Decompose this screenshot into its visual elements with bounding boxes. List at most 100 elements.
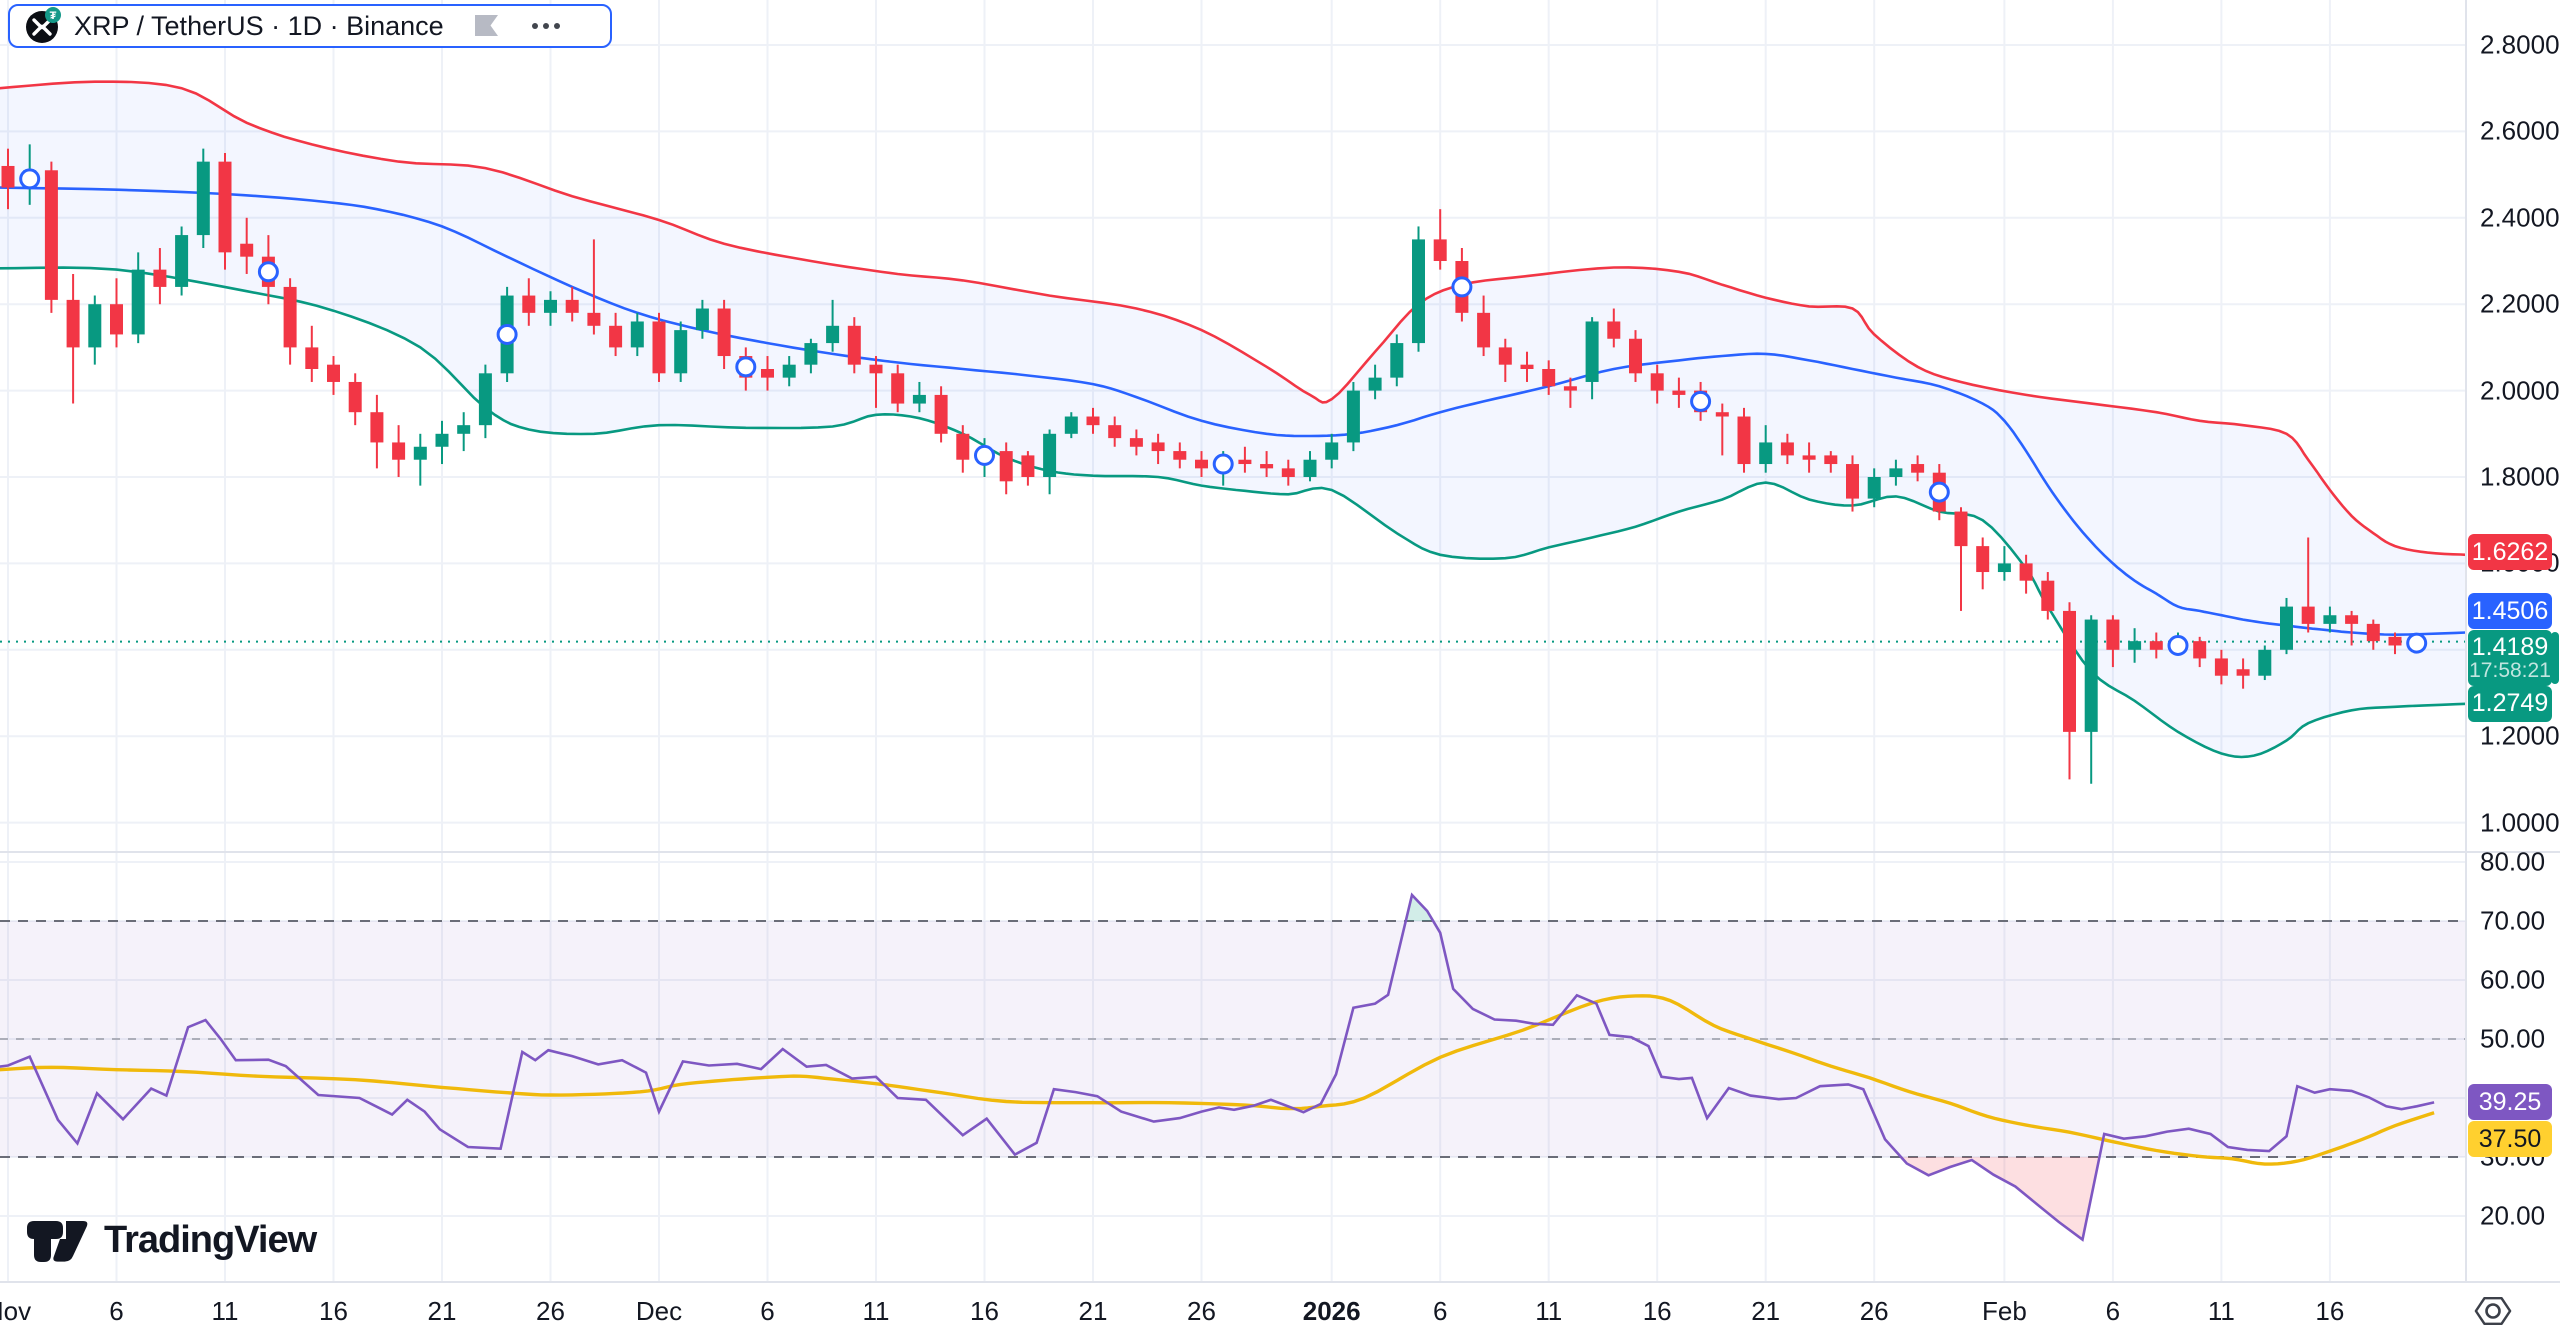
candle[interactable]	[717, 299, 731, 369]
candle[interactable]	[2388, 632, 2402, 655]
candle[interactable]	[110, 278, 123, 348]
settings-icon[interactable]	[2474, 1292, 2512, 1330]
candle[interactable]	[1520, 351, 1534, 382]
candle[interactable]	[1889, 459, 1903, 486]
candle[interactable]	[1759, 425, 1773, 473]
candle[interactable]	[2063, 602, 2076, 780]
candle[interactable]	[1780, 433, 1794, 465]
candle[interactable]	[804, 338, 818, 374]
more-options-button[interactable]	[524, 11, 568, 41]
candle[interactable]	[196, 148, 210, 249]
candle[interactable]	[2236, 658, 2250, 689]
candle[interactable]	[1368, 364, 1382, 400]
candle[interactable]	[2301, 537, 2315, 633]
candle[interactable]	[2280, 597, 2293, 655]
flag-button[interactable]	[470, 11, 502, 41]
candle[interactable]	[1672, 377, 1686, 408]
candle[interactable]	[630, 312, 644, 357]
candle[interactable]	[2149, 632, 2163, 659]
candle[interactable]	[1477, 295, 1491, 357]
candle[interactable]	[1824, 451, 1838, 473]
candle[interactable]	[761, 356, 774, 391]
candle[interactable]	[1195, 451, 1208, 477]
candle[interactable]	[2106, 615, 2120, 668]
candle[interactable]	[240, 217, 254, 274]
candle[interactable]	[1607, 308, 1621, 348]
candle[interactable]	[1151, 433, 1165, 465]
candle[interactable]	[1064, 412, 1078, 439]
candle[interactable]	[826, 299, 840, 352]
candle[interactable]	[1281, 459, 1295, 486]
candle[interactable]	[1043, 429, 1057, 495]
candle[interactable]	[1412, 226, 1425, 352]
candle[interactable]	[1542, 360, 1556, 395]
candle[interactable]	[66, 273, 80, 404]
candle[interactable]	[1846, 455, 1859, 512]
candle[interactable]	[1021, 451, 1035, 486]
candle[interactable]	[912, 381, 926, 413]
candle[interactable]	[1911, 455, 1925, 482]
candle[interactable]	[2128, 628, 2142, 663]
candle[interactable]	[1, 148, 15, 210]
candle[interactable]	[2345, 610, 2359, 646]
candle[interactable]	[999, 442, 1013, 495]
candle[interactable]	[283, 278, 297, 365]
candle[interactable]	[609, 312, 623, 357]
candle[interactable]	[782, 356, 796, 387]
candle[interactable]	[1433, 209, 1447, 270]
candle[interactable]	[218, 153, 232, 270]
candle[interactable]	[131, 252, 145, 344]
candle[interactable]	[175, 226, 189, 296]
candle[interactable]	[1715, 403, 1729, 456]
candle[interactable]	[1129, 429, 1143, 456]
candle[interactable]	[2366, 619, 2380, 650]
symbol-legend[interactable]: ₮ XRP / TetherUS · 1D · Binance	[8, 4, 612, 48]
candle[interactable]	[478, 364, 492, 439]
time-axis[interactable]	[0, 1282, 2560, 1336]
candle[interactable]	[695, 299, 709, 339]
tradingview-logo[interactable]: TradingView	[24, 1218, 317, 1262]
candle[interactable]	[934, 386, 948, 443]
candle[interactable]	[2084, 615, 2098, 784]
candle[interactable]	[1390, 334, 1404, 387]
candle[interactable]	[1173, 442, 1187, 469]
candle[interactable]	[891, 364, 905, 413]
candle[interactable]	[1108, 416, 1122, 447]
candle[interactable]	[522, 278, 536, 326]
candle[interactable]	[587, 239, 601, 335]
candle[interactable]	[652, 312, 666, 382]
candle[interactable]	[44, 161, 58, 313]
candle[interactable]	[348, 373, 362, 426]
candle[interactable]	[370, 394, 384, 469]
candle[interactable]	[153, 248, 167, 305]
candle[interactable]	[956, 425, 970, 473]
candle[interactable]	[1498, 338, 1512, 382]
candle[interactable]	[327, 356, 340, 395]
candle[interactable]	[847, 317, 861, 374]
candle[interactable]	[2214, 649, 2228, 685]
candle[interactable]	[413, 433, 427, 486]
candle[interactable]	[1954, 507, 1968, 611]
candle[interactable]	[2019, 554, 2033, 594]
candle[interactable]	[435, 420, 449, 465]
candle[interactable]	[457, 412, 471, 452]
candle[interactable]	[1802, 442, 1816, 473]
candle[interactable]	[1260, 451, 1274, 477]
candle[interactable]	[392, 425, 406, 477]
candle[interactable]	[1976, 537, 1990, 590]
candle[interactable]	[1238, 446, 1252, 473]
candle[interactable]	[1303, 451, 1317, 482]
candle[interactable]	[565, 286, 579, 322]
candle[interactable]	[1629, 330, 1642, 382]
candle[interactable]	[305, 325, 319, 382]
candle[interactable]	[1563, 377, 1577, 408]
candle[interactable]	[1346, 381, 1360, 452]
candle[interactable]	[1997, 546, 2011, 581]
candle[interactable]	[2193, 636, 2207, 668]
candle[interactable]	[1650, 364, 1664, 404]
candle[interactable]	[88, 295, 102, 365]
candle[interactable]	[1086, 407, 1100, 434]
candle[interactable]	[1585, 317, 1599, 400]
candle[interactable]	[2323, 606, 2337, 633]
